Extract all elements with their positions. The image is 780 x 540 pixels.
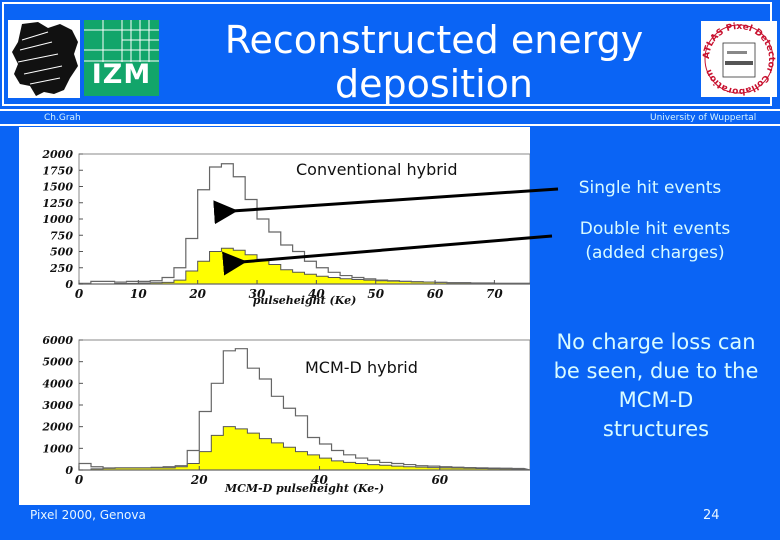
- izm-logo: IZM: [84, 20, 159, 96]
- svg-text:4000: 4000: [42, 377, 73, 390]
- double-hit-arrow: [222, 234, 553, 276]
- single-hit-label: Single hit events: [578, 178, 722, 198]
- page-number: 24: [703, 508, 720, 523]
- svg-text:60: 60: [427, 287, 444, 301]
- mcmd-hybrid-histogram: 0 1000 2000 3000 4000 5000 6000 0 20 40 60 MCM-D pu…: [41, 334, 530, 495]
- svg-text:0: 0: [65, 464, 73, 477]
- izm-label: IZM: [91, 59, 152, 90]
- svg-text:MCM-D pulseheight (Ke-): MCM-D pulseheight (Ke-): [224, 482, 384, 495]
- institution-label: University of Wuppertal: [650, 113, 757, 123]
- svg-text:1750: 1750: [42, 164, 73, 177]
- conclusion-line-3: MCM-D: [618, 388, 694, 412]
- svg-text:3000: 3000: [42, 399, 73, 412]
- subheader-divider: [0, 124, 780, 126]
- title-line-2: deposition: [334, 62, 533, 106]
- slide-header: IZM Reconstructed energy deposition ATLA…: [2, 2, 777, 106]
- svg-text:1500: 1500: [42, 181, 73, 194]
- header-divider: [0, 109, 780, 111]
- svg-text:20: 20: [190, 473, 208, 487]
- svg-text:500: 500: [50, 246, 73, 259]
- svg-text:250: 250: [49, 262, 73, 275]
- svg-text:40: 40: [311, 473, 328, 487]
- svg-text:pulseheight (Ke): pulseheight (Ke): [253, 294, 357, 307]
- svg-text:50: 50: [367, 287, 384, 301]
- conventional-hybrid-label: Conventional hybrid: [296, 160, 458, 179]
- svg-text:1000: 1000: [42, 442, 73, 455]
- svg-text:750: 750: [50, 229, 73, 242]
- author-label: Ch.Grah: [44, 113, 81, 123]
- svg-text:1000: 1000: [42, 213, 73, 226]
- svg-text:60: 60: [431, 473, 448, 487]
- svg-text:70: 70: [486, 287, 503, 301]
- svg-text:30: 30: [249, 287, 266, 301]
- double-hit-label: Double hit events (added charges): [560, 217, 750, 265]
- single-hit-arrow: [213, 187, 559, 225]
- title-line-1: Reconstructed energy: [224, 18, 644, 62]
- conclusion-line-2: be seen, due to the: [553, 359, 759, 383]
- svg-text:10: 10: [130, 287, 147, 301]
- double-hit-line-1: Double hit events: [579, 219, 731, 239]
- chart-panel: 0 250 500 750 1000 1250 1500 1750 2000 0 10 20 30 40 5…: [19, 127, 530, 505]
- mcmd-hybrid-label: MCM-D hybrid: [305, 358, 418, 377]
- atlas-pixel-logo: ATLAS Pixel Detector Collaboration: [701, 21, 777, 97]
- page-title: Reconstructed energy deposition: [204, 18, 664, 106]
- svg-text:0: 0: [75, 473, 84, 487]
- svg-text:6000: 6000: [42, 334, 73, 347]
- conclusion-line-1: No charge loss can: [556, 330, 756, 354]
- double-hit-line-2: (added charges): [585, 243, 725, 263]
- svg-text:1250: 1250: [42, 197, 73, 210]
- footer-event: Pixel 2000, Genova: [30, 508, 146, 522]
- svg-text:5000: 5000: [42, 356, 73, 369]
- svg-text:0: 0: [65, 278, 73, 291]
- svg-text:40: 40: [308, 287, 325, 301]
- nrw-lion-icon: [8, 20, 80, 98]
- svg-text:20: 20: [188, 287, 206, 301]
- conclusion-line-4: structures: [602, 417, 710, 441]
- svg-text:2000: 2000: [41, 148, 73, 161]
- svg-text:0: 0: [75, 287, 84, 301]
- conclusion-text: No charge loss can be seen, due to the M…: [532, 328, 780, 444]
- svg-text:2000: 2000: [41, 421, 73, 434]
